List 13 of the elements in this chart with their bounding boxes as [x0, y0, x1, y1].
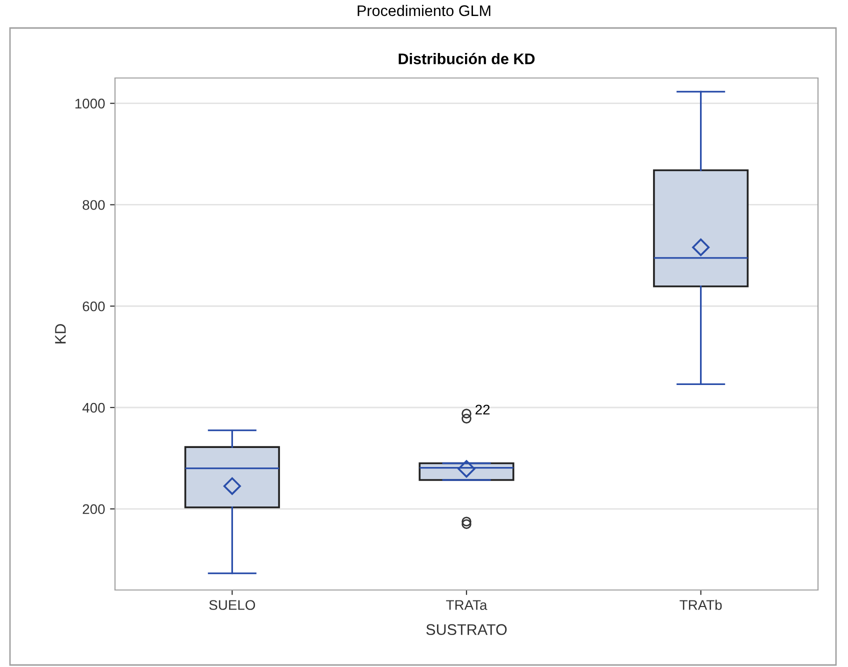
x-axis-title: SUSTRATO	[426, 624, 507, 635]
y-tick-label: 800	[82, 200, 105, 210]
x-tick-label: SUELO	[209, 600, 256, 610]
chart-title: Distribución de KD	[398, 52, 535, 64]
x-tick-label: TRATa	[446, 600, 488, 610]
y-axis-title: KD	[55, 324, 66, 344]
y-tick-label: 400	[82, 402, 105, 413]
y-tick-label: 600	[82, 301, 105, 312]
y-tick-label: 200	[82, 504, 105, 514]
chart-subtitle: Procedimiento GLM	[358, 4, 490, 16]
y-tick-label: 1000	[75, 98, 105, 109]
annotation: 22	[476, 404, 490, 414]
x-tick-label: TRATb	[680, 600, 722, 610]
